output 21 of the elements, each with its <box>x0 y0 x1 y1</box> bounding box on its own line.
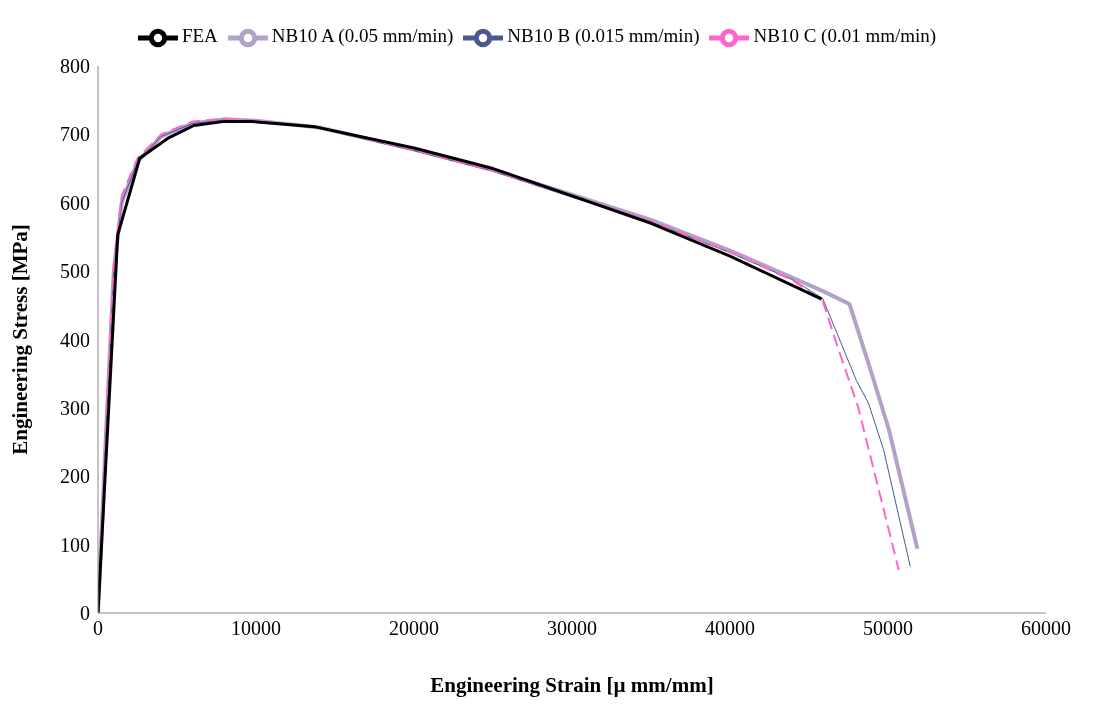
x-tick-label: 50000 <box>863 617 913 640</box>
y-tick-label: 400 <box>60 328 90 351</box>
x-tick-label: 60000 <box>1021 617 1071 640</box>
y-tick-label: 200 <box>60 465 90 488</box>
x-tick-label: 20000 <box>389 617 439 640</box>
y-tick-label: 100 <box>60 533 90 556</box>
x-axis-title: Engineering Strain [µ mm/mm] <box>430 672 714 697</box>
x-tick-label: 30000 <box>547 617 597 640</box>
y-axis-title: Engineering Stress [MPa] <box>8 224 33 455</box>
y-tick-label: 300 <box>60 396 90 419</box>
legend-label: FEA <box>181 25 218 47</box>
x-tick-label: 40000 <box>705 617 755 640</box>
y-tick-label: 800 <box>60 55 90 78</box>
x-tick-label: 10000 <box>231 617 281 640</box>
y-tick-label: 700 <box>60 123 90 146</box>
y-tick-label: 500 <box>60 260 90 283</box>
legend-label: NB10 B (0.015 mm/min) <box>507 25 700 47</box>
y-tick-label: 600 <box>60 191 90 214</box>
legend-label: NB10 C (0.01 mm/min) <box>753 25 937 47</box>
legend-label: NB10 A (0.05 mm/min) <box>271 25 454 47</box>
y-tick-label: 0 <box>80 602 90 625</box>
